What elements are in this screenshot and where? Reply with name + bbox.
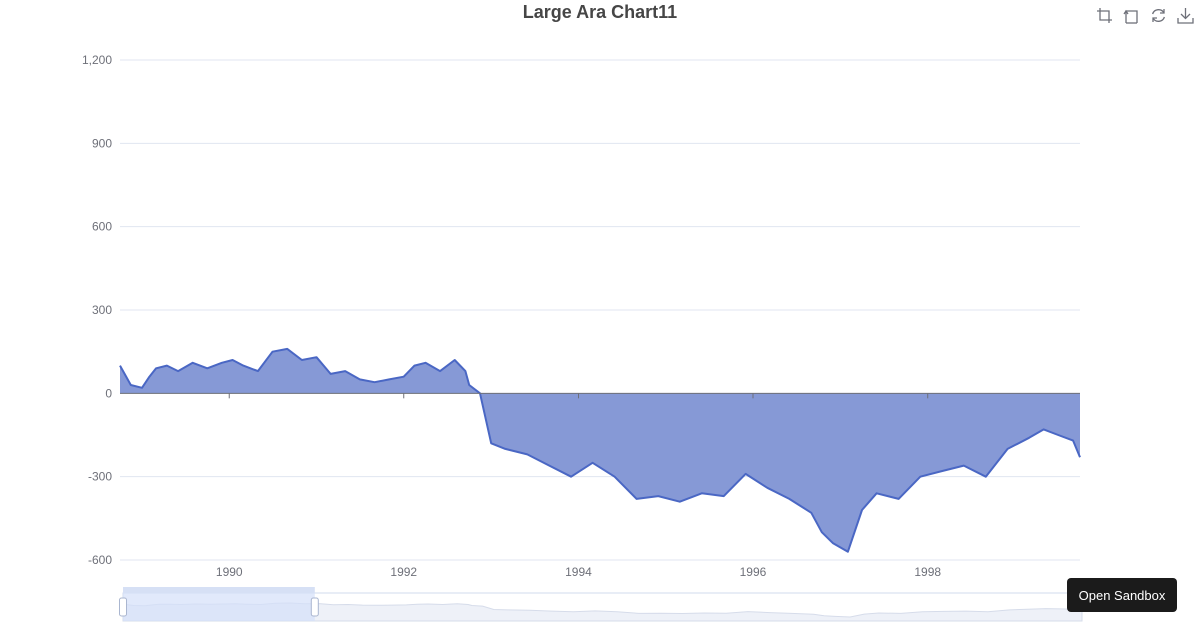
x-axis: 1990 1992 1994 1996 1998	[120, 392, 1080, 579]
gridlines	[120, 59, 1080, 561]
x-tick-label: 1996	[740, 565, 767, 579]
slider-handle-end[interactable]	[310, 597, 319, 617]
toolbox	[1095, 6, 1195, 25]
plot-area	[119, 347, 1081, 553]
datazoom-slider[interactable]	[119, 587, 1083, 622]
y-tick-label: 300	[92, 303, 112, 317]
y-axis: -600 -300 0 300 600 900 1,200	[82, 53, 112, 567]
download-icon[interactable]	[1176, 6, 1195, 25]
slider-move-bar	[123, 587, 315, 593]
x-tick-label: 1992	[390, 565, 417, 579]
x-tick-label: 1990	[216, 565, 243, 579]
open-sandbox-button[interactable]: Open Sandbox	[1067, 578, 1177, 612]
x-tick-label: 1998	[914, 565, 941, 579]
y-tick-label: 0	[105, 386, 112, 400]
y-tick-label: 1,200	[82, 53, 112, 67]
y-tick-label: -600	[88, 553, 112, 567]
slider-handle-start[interactable]	[119, 597, 127, 617]
series-line	[119, 347, 1081, 553]
chart-title: Large Ara Chart11	[522, 2, 678, 22]
y-tick-label: -300	[88, 470, 112, 484]
x-tick-label: 1994	[565, 565, 592, 579]
slider-window	[123, 593, 315, 621]
zoom-select-icon[interactable]	[1095, 6, 1114, 25]
y-tick-label: 600	[92, 220, 112, 234]
zoom-reset-icon[interactable]	[1122, 6, 1141, 25]
area-fill	[120, 348, 1080, 552]
y-tick-label: 900	[92, 136, 112, 150]
restore-icon[interactable]	[1149, 6, 1168, 25]
